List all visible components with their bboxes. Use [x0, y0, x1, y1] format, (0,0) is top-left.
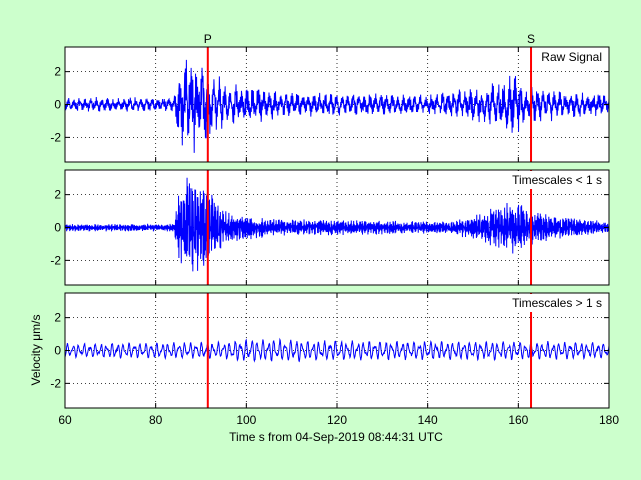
phase-label-p: P — [204, 32, 212, 46]
legend-label: Raw Signal — [541, 50, 602, 64]
legend-box: Timescales < 1 s — [495, 171, 606, 189]
x-tick-label: 120 — [327, 413, 347, 427]
legend-bg — [495, 294, 606, 312]
y-tick-label: 2 — [54, 65, 61, 79]
y-tick-label: 2 — [54, 311, 61, 325]
x-tick-label: 140 — [418, 413, 438, 427]
x-tick-label: 60 — [58, 413, 72, 427]
legend-label: Timescales > 1 s — [512, 296, 602, 310]
panel-2: -2 0 2 Timescales < 1 s — [50, 169, 610, 286]
legend-bg — [533, 48, 606, 66]
x-tick-label: 100 — [236, 413, 256, 427]
panel-3: -2 0 2 Timescales > 1 s — [50, 292, 610, 409]
panel-1: -2 0 2 Raw Signal — [50, 46, 610, 163]
x-axis-label: Time s from 04-Sep-2019 08:44:31 UTC — [229, 430, 443, 444]
phase-label-s: S — [527, 32, 535, 46]
signal-trace — [64, 337, 610, 363]
y-tick-label: -2 — [50, 253, 61, 267]
y-tick-label: 0 — [54, 344, 61, 358]
legend-bg — [495, 171, 606, 189]
y-tick-label: -2 — [50, 376, 61, 390]
signal-trace — [64, 177, 610, 272]
legend-box: Raw Signal — [533, 48, 606, 66]
x-tick-label: 160 — [508, 413, 528, 427]
x-tick-label: 180 — [599, 413, 619, 427]
legend-label: Timescales < 1 s — [512, 173, 602, 187]
legend-box: Timescales > 1 s — [495, 294, 606, 312]
y-tick-label: 0 — [54, 98, 61, 112]
y-tick-label: -2 — [50, 130, 61, 144]
signal-trace — [64, 59, 610, 153]
y-tick-label: 0 — [54, 221, 61, 235]
y-tick-label: 2 — [54, 188, 61, 202]
x-tick-label: 80 — [149, 413, 163, 427]
y-axis-label: Velocity μm/s — [29, 315, 43, 386]
